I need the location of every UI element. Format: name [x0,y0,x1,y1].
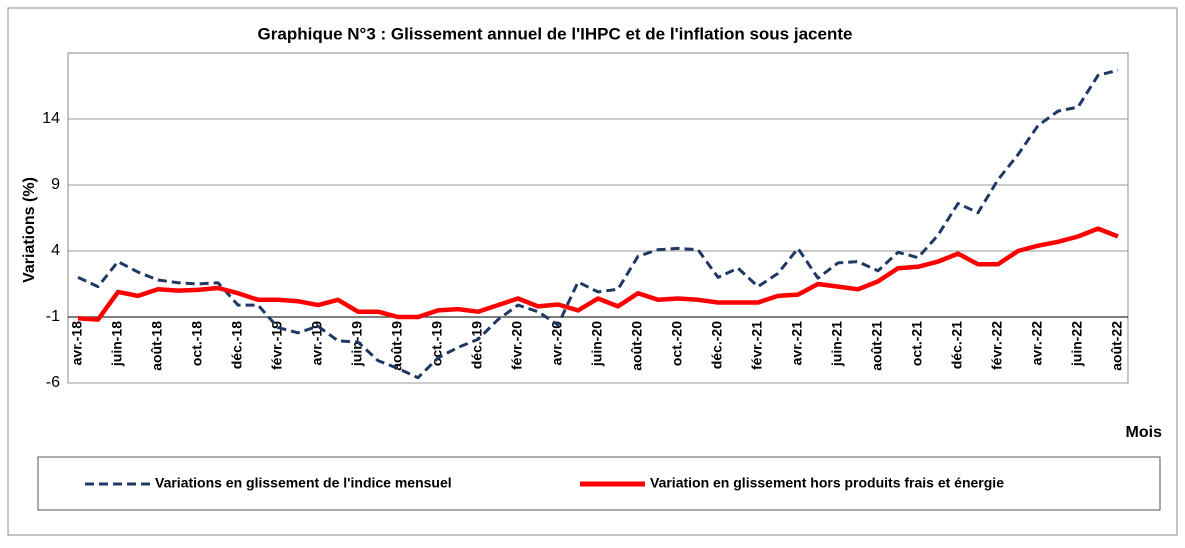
x-tick-label: déc.-18 [229,321,245,369]
y-axis-label: Variations (%) [21,177,38,283]
x-tick-label: avr.-19 [309,321,325,366]
x-tick-label: févr.-22 [989,321,1005,370]
series-line [77,68,1119,380]
x-tick-label: août-20 [629,321,645,371]
y-tick-label: 9 [51,176,60,193]
y-tick-label: -6 [46,374,60,391]
x-tick-label: août-22 [1109,321,1125,371]
x-tick-label: juin-22 [1069,321,1085,367]
y-tick-label: 4 [51,242,60,259]
x-tick-label: févr.-20 [509,321,525,370]
legend-label: Variation en glissement hors produits fr… [650,475,1004,491]
x-tick-label: oct.-18 [189,321,205,366]
x-tick-label: déc.-19 [469,321,485,369]
x-tick-label: août-18 [149,321,165,371]
x-tick-label: avr.-18 [69,321,85,366]
x-tick-label: févr.-19 [269,321,285,370]
x-tick-label: févr.-21 [749,321,765,370]
y-tick-label: 14 [42,110,60,127]
x-tick-label: déc.-21 [949,321,965,369]
x-tick-label: juin-18 [109,321,125,367]
x-tick-label: avr.-21 [789,321,805,366]
x-tick-label: oct.-20 [669,321,685,366]
x-axis-label: Mois [1126,424,1163,441]
legend-label: Variations en glissement de l'indice men… [155,475,452,491]
x-tick-label: déc.-20 [709,321,725,369]
x-tick-label: août-21 [869,321,885,371]
x-tick-label: avr.-20 [549,321,565,366]
x-tick-label: avr.-22 [1029,321,1045,366]
y-tick-label: -1 [46,308,60,325]
x-tick-label: juin-21 [829,321,845,367]
series-line [77,226,1119,322]
x-tick-label: août-19 [389,321,405,371]
x-tick-label: juin-19 [349,321,365,367]
x-tick-label: oct.-21 [909,321,925,366]
frame [7,7,1178,536]
x-tick-label: juin-20 [589,321,605,367]
chart-title: Graphique N°3 : Glissement annuel de l'I… [258,24,853,43]
